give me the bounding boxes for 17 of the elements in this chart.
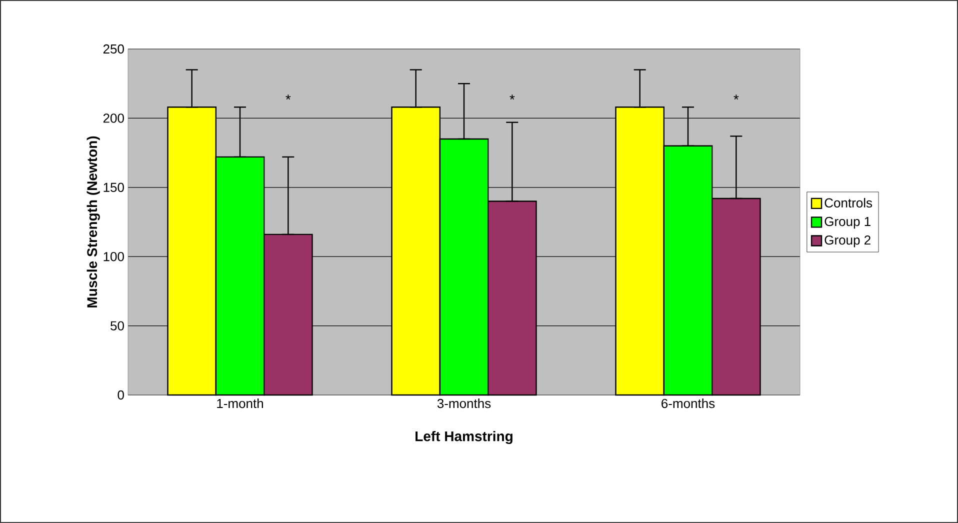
x-tick-label: 3-months <box>437 398 491 408</box>
y-tick-label: 150 <box>104 182 124 192</box>
y-tick-label: 0 <box>118 390 124 400</box>
y-tick-label: 100 <box>104 252 124 262</box>
y-tick-label: 250 <box>103 44 124 54</box>
x-axis-title: Left Hamstring <box>416 430 512 444</box>
annotation: * <box>734 94 739 100</box>
annotation: * <box>510 94 515 100</box>
annotation: * <box>286 94 291 100</box>
x-tick-label: 6-months <box>662 398 715 408</box>
y-tick-label: 50 <box>110 321 124 330</box>
y-tick-label: 200 <box>103 114 124 123</box>
y-axis-title: Muscle Strength (Newton) <box>86 136 100 308</box>
legend-label: Group 2 <box>824 235 870 248</box>
legend-label: Controls <box>824 198 872 208</box>
legend-label: Group 1 <box>824 216 870 229</box>
x-tick-label: 1-month <box>217 398 263 408</box>
